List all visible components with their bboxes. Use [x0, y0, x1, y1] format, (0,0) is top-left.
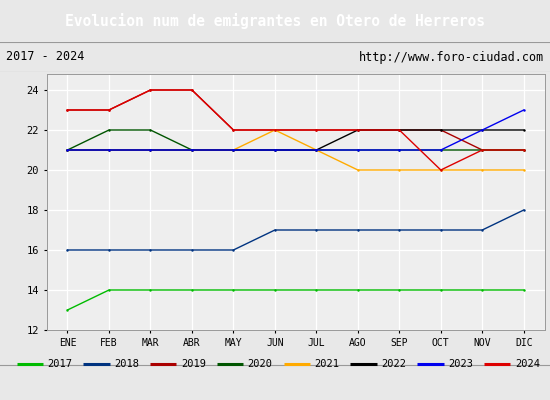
- Text: 2019: 2019: [181, 358, 206, 369]
- Text: 2023: 2023: [448, 358, 473, 369]
- Text: 2017 - 2024: 2017 - 2024: [6, 50, 84, 64]
- Text: http://www.foro-ciudad.com: http://www.foro-ciudad.com: [359, 50, 544, 64]
- Text: 2020: 2020: [248, 358, 273, 369]
- Text: 2022: 2022: [381, 358, 406, 369]
- Text: 2017: 2017: [47, 358, 72, 369]
- Text: 2018: 2018: [114, 358, 139, 369]
- Text: 2021: 2021: [315, 358, 339, 369]
- Text: Evolucion num de emigrantes en Otero de Herreros: Evolucion num de emigrantes en Otero de …: [65, 13, 485, 29]
- Text: 2024: 2024: [515, 358, 540, 369]
